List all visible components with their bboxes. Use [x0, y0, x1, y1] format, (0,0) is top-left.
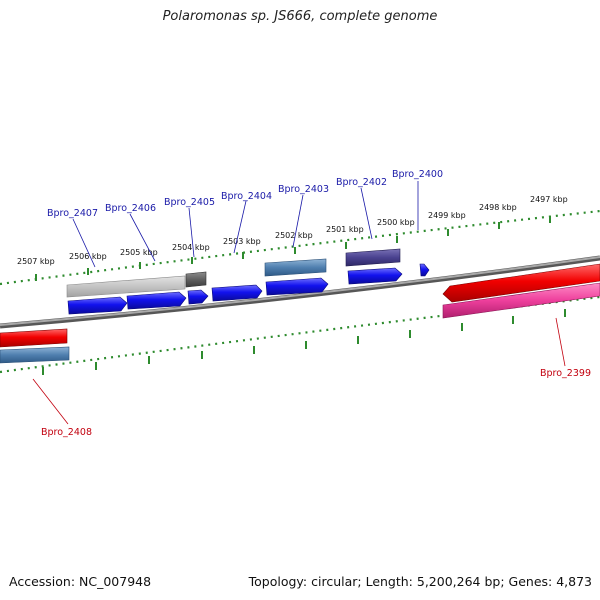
gene-labels: Bpro_2407 Bpro_2406 Bpro_2405 Bpro_2404 …: [41, 169, 591, 438]
feature-bar-purple[interactable]: [345, 248, 401, 267]
leader-line: [555, 317, 566, 367]
topology-label: Topology: circular; Length: 5,200,264 bp…: [248, 574, 592, 589]
leader-line: [292, 194, 304, 248]
gene-label[interactable]: Bpro_2406: [105, 203, 156, 214]
leader-line: [233, 200, 247, 254]
gene-arrow-bpro-2403[interactable]: [265, 277, 329, 296]
kbp-label: 2498 kbp: [479, 203, 517, 212]
kbp-label: 2503 kbp: [223, 237, 261, 246]
forward-features: [66, 248, 401, 298]
reverse-genes: [0, 263, 600, 364]
kbp-label: 2497 kbp: [530, 195, 568, 204]
kbp-label: 2500 kbp: [377, 218, 415, 227]
leader-line: [72, 218, 96, 268]
gene-arrow-bpro-2406[interactable]: [126, 291, 187, 310]
feature-bar-steel-blue-left[interactable]: [0, 346, 70, 364]
gene-label[interactable]: Bpro_2403: [278, 184, 329, 195]
gene-arrow-bpro-2399[interactable]: [442, 263, 600, 303]
gene-arrow-bpro-2408[interactable]: [0, 328, 68, 348]
leader-line: [32, 378, 69, 425]
inner-major-ticks: [42, 309, 566, 375]
feature-bar-pink[interactable]: [442, 282, 600, 319]
kbp-label: 2505 kbp: [120, 248, 158, 257]
gene-label[interactable]: Bpro_2399: [540, 368, 591, 379]
kbp-label: 2499 kbp: [428, 211, 466, 220]
gene-label[interactable]: Bpro_2405: [164, 197, 215, 208]
accession-label: Accession: NC_007948: [9, 574, 152, 589]
feature-bar-steel-blue[interactable]: [264, 258, 327, 277]
gene-label[interactable]: Bpro_2407: [47, 208, 98, 219]
genome-backbone-highlight: [0, 256, 600, 326]
leader-line: [360, 187, 373, 240]
page-title: Polaromonas sp. JS666, complete genome: [162, 9, 438, 24]
kbp-label: 2501 kbp: [326, 225, 364, 234]
label-leader-lines: [32, 181, 566, 425]
gene-label[interactable]: Bpro_2408: [41, 427, 92, 438]
inner-tick-line: [0, 295, 600, 374]
kbp-label: 2502 kbp: [275, 231, 313, 240]
gene-arrow-bpro-2402[interactable]: [347, 267, 403, 285]
gene-arrow-bpro-2407[interactable]: [67, 296, 128, 315]
gene-label[interactable]: Bpro_2402: [336, 177, 387, 188]
gene-arrow-bpro-2400[interactable]: [419, 263, 430, 277]
kbp-label: 2507 kbp: [17, 257, 55, 266]
kbp-label: 2506 kbp: [69, 252, 107, 261]
kbp-labels: 2507 kbp 2506 kbp 2505 kbp 2504 kbp 2503…: [17, 195, 568, 266]
kbp-label: 2504 kbp: [172, 243, 210, 252]
gene-label[interactable]: Bpro_2400: [392, 169, 443, 180]
feature-bar-dark-gray[interactable]: [185, 271, 207, 288]
leader-line: [129, 213, 156, 262]
gene-arrow-bpro-2404[interactable]: [211, 284, 263, 302]
gene-label[interactable]: Bpro_2404: [221, 191, 272, 202]
outer-major-ticks: [35, 216, 551, 281]
feature-bar-light-gray[interactable]: [66, 275, 186, 298]
gene-arrow-bpro-2405[interactable]: [187, 289, 209, 305]
forward-genes: [67, 263, 430, 315]
leader-line: [188, 207, 195, 258]
outer-tick-line: [0, 209, 600, 286]
